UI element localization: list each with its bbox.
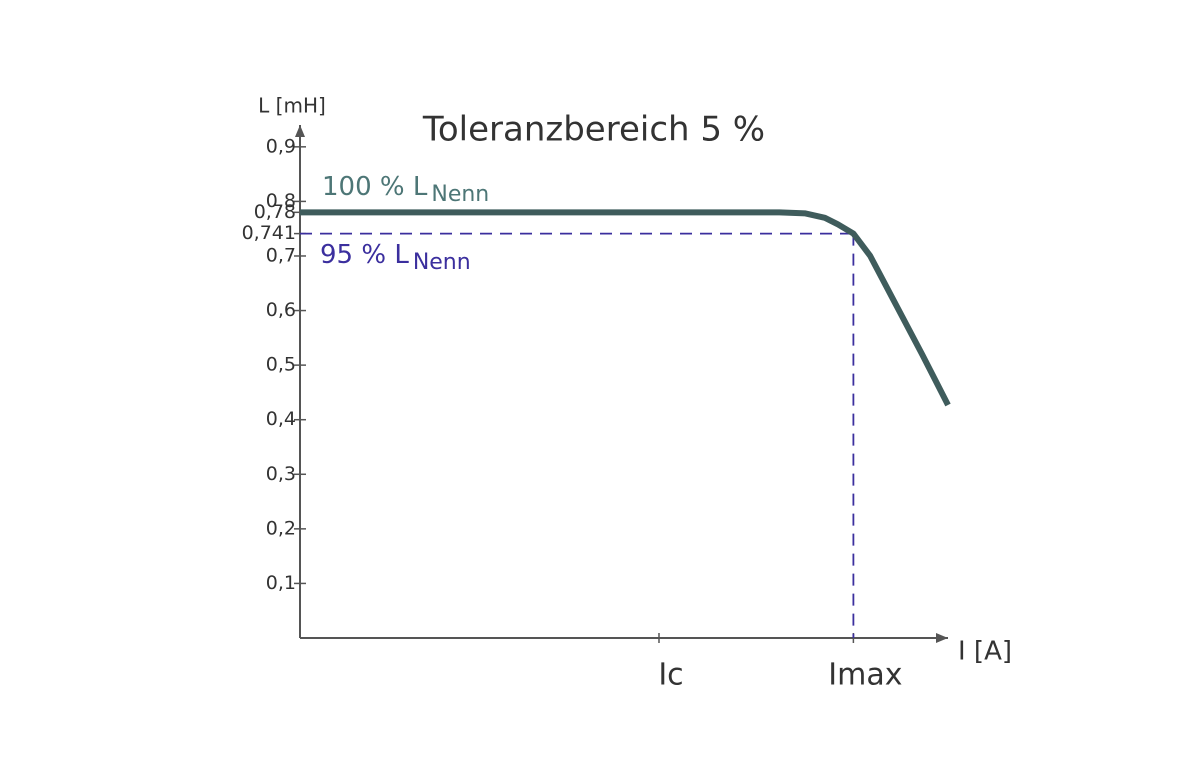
y-tick-label: 0,1 [266,572,296,594]
y-axis-label: L [mH] [258,94,326,118]
y-tick-label: 0,741 [242,222,296,244]
y-tick-label: 0,2 [266,517,296,539]
y-tick-label: 0,78 [254,201,296,223]
annotation-text: 100 % L [322,172,428,202]
y-tick-label: 0,3 [266,463,296,485]
y-tick-label: 0,4 [266,408,296,430]
y-tick-label: 0,8 [266,190,296,212]
x-tick-label: Imax [828,658,902,693]
annotation: 100 % L Nenn [322,172,489,208]
y-tick-label: 0,9 [266,135,296,157]
x-axis-label: I [A] [958,637,1012,667]
annotation-text: 95 % L [320,240,409,270]
annotation-subscript: Nenn [413,250,471,275]
y-axis-arrow [295,125,305,137]
y-tick-label: 0,7 [266,244,296,266]
curve [300,209,951,407]
y-tick-label: 0,5 [266,354,296,376]
annotation-subscript: Nenn [431,182,489,207]
y-tick-label: 0,6 [266,299,296,321]
annotation: 95 % L Nenn [320,240,471,276]
x-axis-arrow [936,633,948,643]
x-tick-label: Ic [658,658,683,693]
chart-title: Toleranzbereich 5 % [422,110,765,150]
